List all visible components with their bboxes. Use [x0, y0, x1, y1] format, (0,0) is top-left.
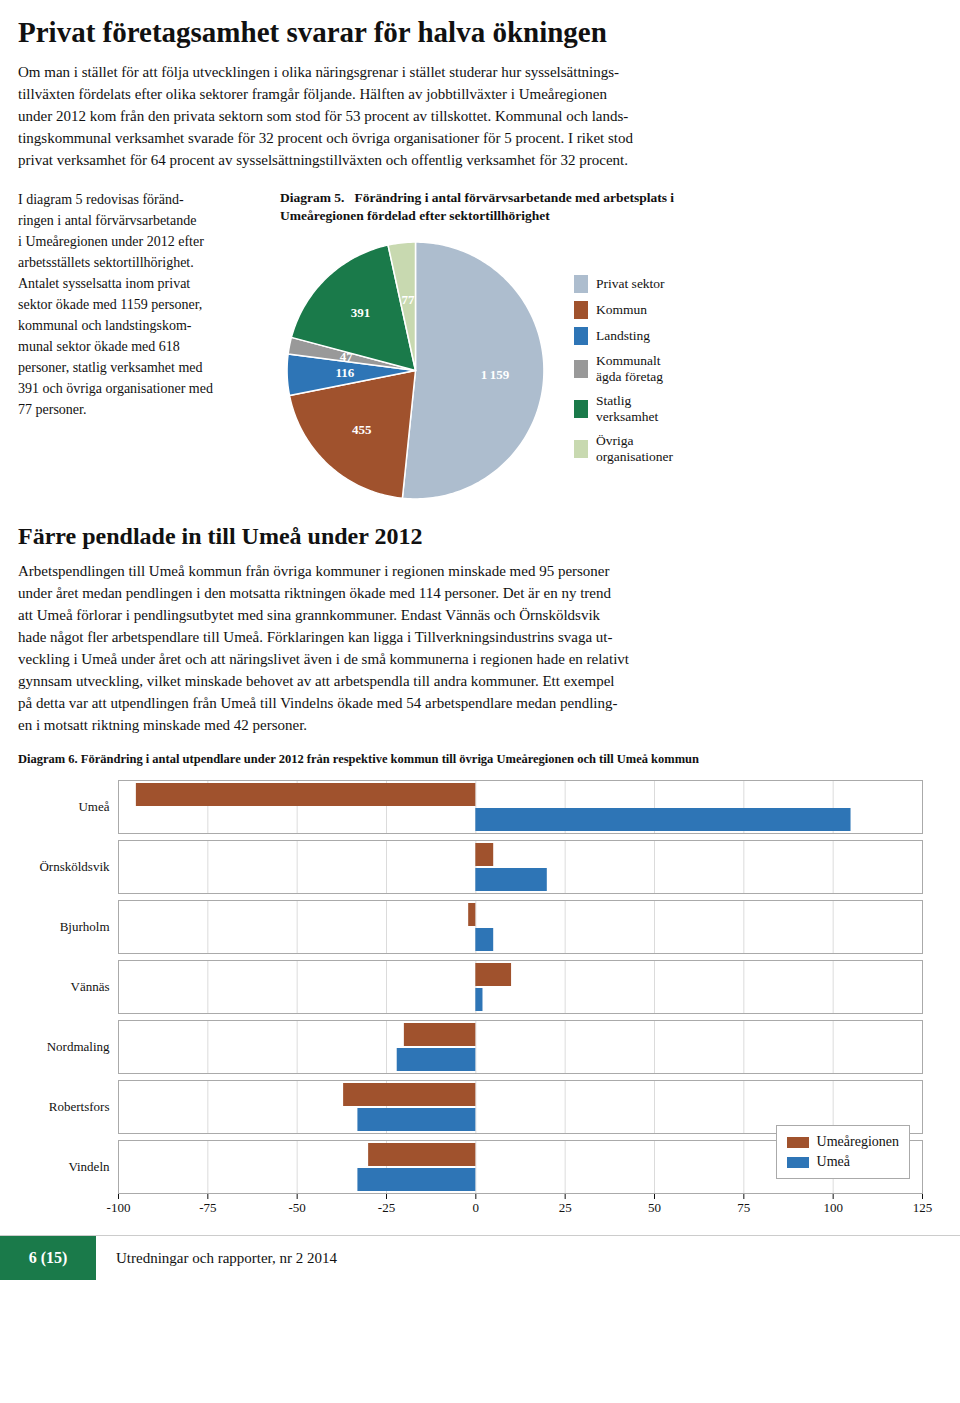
html-text:under 2012 kom från den privat: under 2012 kom från den privata sektorn … [18, 108, 629, 124]
svg-text:391: 391 [351, 305, 371, 320]
html-text:på detta var att utpendlingen: på detta var att utpendlingen från Umeå … [18, 695, 618, 711]
svg-text:-25: -25 [378, 1200, 395, 1215]
html-text:Om man i stället för att följa: Om man i stället för att följa utvecklin… [18, 64, 620, 80]
svg-text:116: 116 [336, 365, 355, 380]
html-text:Landsting: Landsting [596, 328, 650, 343]
html-text:Utredningar och rapporter, nr: Utredningar och rapporter, nr 2 2014 [116, 1249, 337, 1266]
html-text:Antalet sysselsatta inom priva: Antalet sysselsatta inom privat [18, 276, 191, 291]
html-text:att Umeå förlorar i pendlingsu: att Umeå förlorar i pendlingsutbytet med… [18, 607, 601, 623]
svg-text:25: 25 [559, 1200, 572, 1215]
html-text:i Umeåregionen under 2012 efte: i Umeåregionen under 2012 efter [18, 234, 204, 249]
html-text:munal sektor ökade med 618: munal sektor ökade med 618 [18, 339, 180, 354]
html-text:Umeåregionen: Umeåregionen [816, 1134, 899, 1149]
svg-text:125: 125 [913, 1200, 933, 1215]
svg-text:75: 75 [737, 1200, 750, 1215]
html-text:hade något fler arbetspendlare: hade något fler arbetspendlare till Umeå… [18, 629, 613, 645]
svg-text:Vännäs: Vännäs [71, 979, 110, 994]
html-text:sektor ökade med 1159 personer: sektor ökade med 1159 personer, [18, 297, 203, 312]
html-text:Privat sektor: Privat sektor [596, 276, 665, 291]
html-text:arbetsställets sektortillhörig: arbetsställets sektortillhörighet. [18, 255, 194, 270]
svg-text:47: 47 [340, 349, 354, 364]
svg-text:77: 77 [401, 292, 415, 307]
html-text:en i motsatt riktning minskade: en i motsatt riktning minskade med 42 pe… [18, 717, 308, 733]
html-text:veckling i Umeå under året och: veckling i Umeå under året och att närin… [18, 651, 629, 667]
html-text:Övriga organisationer: Övriga organisationer [596, 433, 673, 464]
html-text:Kommun: Kommun [596, 302, 647, 317]
html-text:tingskommunal verksamhet svara: tingskommunal verksamhet svarade för 32 … [18, 130, 633, 146]
html-text:Diagram 5. Förändring i antal: Diagram 5. Förändring i antal förvärvsar… [280, 190, 675, 223]
html-text:Privat företagsamhet svarar fö: Privat företagsamhet svarar för halva ök… [18, 16, 607, 48]
svg-text:Nordmaling: Nordmaling [47, 1039, 110, 1054]
svg-text:Robertsfors: Robertsfors [49, 1099, 110, 1114]
html-text:77 personer.: 77 personer. [18, 402, 87, 417]
svg-text:0: 0 [473, 1200, 480, 1215]
html-text:Statlig verksamhet: Statlig verksamhet [596, 393, 659, 424]
svg-text:Örnsköldsvik: Örnsköldsvik [39, 859, 110, 874]
html-text:I diagram 5 redovisas föränd-: I diagram 5 redovisas föränd- [18, 192, 184, 207]
html-text:Diagram 6. Förändring i antal: Diagram 6. Förändring i antal utpendlare… [18, 752, 699, 766]
svg-text:50: 50 [648, 1200, 661, 1215]
svg-text:-75: -75 [199, 1200, 216, 1215]
svg-text:Vindeln: Vindeln [68, 1159, 110, 1174]
svg-text:-100: -100 [107, 1200, 131, 1215]
svg-text:1 159: 1 159 [481, 367, 510, 382]
html-text:personer, statlig verksamhet m: personer, statlig verksamhet med [18, 360, 203, 375]
html-text:Arbetspendlingen till Umeå kom: Arbetspendlingen till Umeå kommun från ö… [18, 563, 610, 579]
html-text:Färre pendlade in till Umeå un: Färre pendlade in till Umeå under 2012 [18, 523, 423, 549]
html-text:under året medan pendlingen i: under året medan pendlingen i den motsat… [18, 585, 611, 601]
svg-text:-50: -50 [288, 1200, 305, 1215]
html-text:tillväxten fördelats efter oli: tillväxten fördelats efter olika sektore… [18, 86, 607, 102]
html-text:ringen i antal förvärvsarbetan: ringen i antal förvärvsarbetande [18, 213, 197, 228]
html-text:6 (15): 6 (15) [28, 1249, 68, 1266]
html-text:391 och övriga organisationer: 391 och övriga organisationer med [18, 381, 213, 396]
html-text:Kommunalt ägda företag: Kommunalt ägda företag [596, 353, 664, 384]
html-text:kommunal och landstingskom-: kommunal och landstingskom- [18, 318, 192, 333]
svg-text:Bjurholm: Bjurholm [60, 919, 110, 934]
svg-text:100: 100 [823, 1200, 843, 1215]
svg-text:455: 455 [352, 422, 372, 437]
html-text:gynnsam utveckling, vilket min: gynnsam utveckling, vilket minskade beho… [18, 673, 615, 689]
svg-text:Umeå: Umeå [78, 799, 109, 814]
html-text:Umeå: Umeå [816, 1154, 850, 1169]
html-text:privat verksamhet för 64 proce: privat verksamhet för 64 procent av syss… [18, 152, 628, 168]
